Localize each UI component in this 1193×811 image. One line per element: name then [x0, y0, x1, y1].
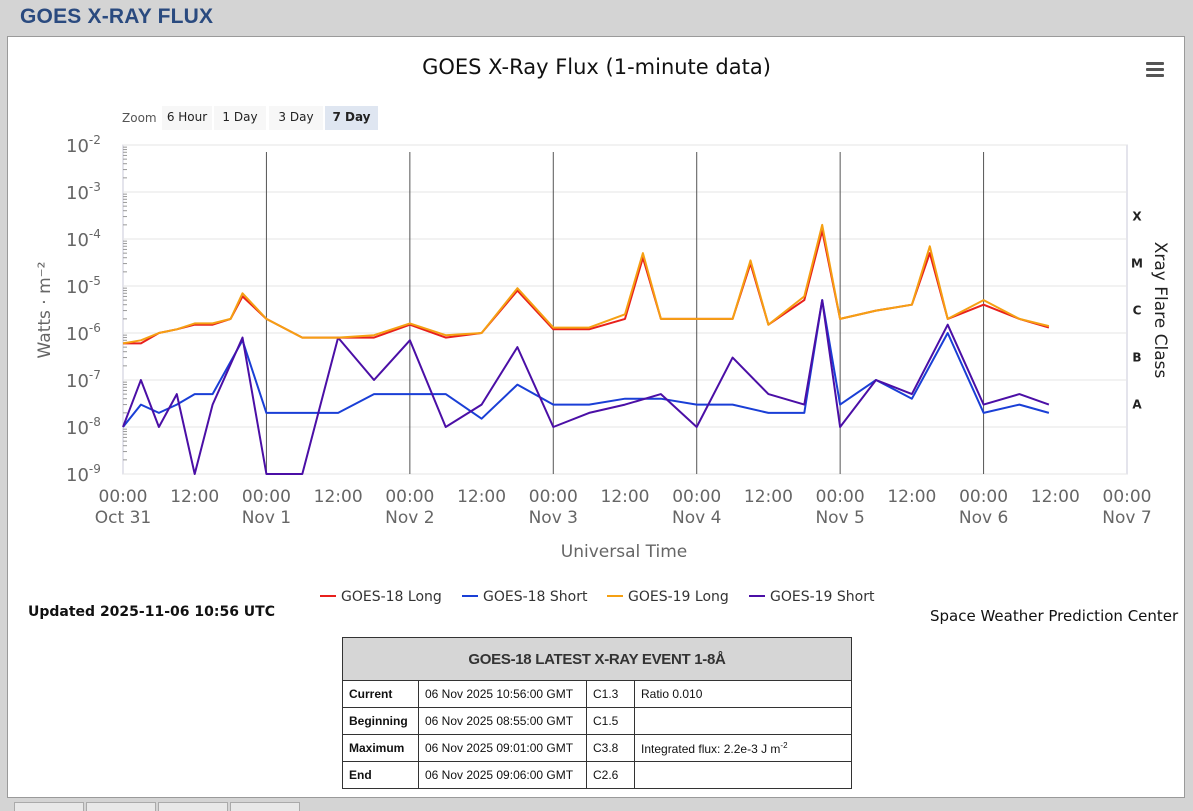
- chart-title: GOES X-Ray Flux (1-minute data): [422, 55, 771, 79]
- header-bar: GOES X-RAY FLUX: [0, 0, 1193, 36]
- x-tick-time: 12:00: [887, 487, 936, 507]
- x-tick-time: 12:00: [170, 487, 219, 507]
- x-tick-time: 12:00: [744, 487, 793, 507]
- row-note: [634, 707, 852, 735]
- x-tick-date: Nov 5: [815, 508, 864, 528]
- plot-border: [122, 144, 1128, 475]
- chart-grid: [122, 144, 1128, 475]
- table-row: End 06 Nov 2025 09:06:00 GMT C2.6: [342, 761, 852, 789]
- table-row: Maximum 06 Nov 2025 09:01:00 GMT C3.8 In…: [342, 734, 852, 762]
- zoom-6-hour-button[interactable]: 6 Hour: [162, 106, 212, 130]
- y-tick-label: 10-2: [66, 133, 101, 157]
- chart-axes: 10-210-310-410-510-610-710-810-900:00Oct…: [35, 133, 1170, 562]
- y-tick-label: 10-8: [66, 415, 101, 439]
- zoom-3-day-button[interactable]: 3 Day: [269, 106, 323, 130]
- x-tick-date: Nov 4: [672, 508, 721, 528]
- flare-class-label: X: [1132, 210, 1142, 224]
- row-note: Integrated flux: 2.2e-3 J m-2: [634, 734, 852, 762]
- row-time: 06 Nov 2025 10:56:00 GMT: [418, 680, 587, 708]
- row-class: C1.5: [586, 707, 635, 735]
- x-tick-date: Nov 2: [385, 508, 434, 528]
- x-tick-time: 12:00: [314, 487, 363, 507]
- flare-class-label: B: [1132, 351, 1141, 365]
- series-line-goes-19-long: [122, 223, 1050, 345]
- page-title: GOES X-RAY FLUX: [20, 5, 214, 28]
- y-tick-label: 10-7: [66, 368, 101, 392]
- row-note: [634, 761, 852, 789]
- x-tick-time: 12:00: [457, 487, 506, 507]
- latest-xray-event-table: GOES-18 LATEST X-RAY EVENT 1-8Å Current …: [342, 637, 852, 789]
- legend-label: GOES-18 Long: [341, 589, 442, 605]
- flare-class-label: M: [1131, 257, 1143, 271]
- x-tick-date: Oct 31: [95, 508, 151, 528]
- bottom-tab[interactable]: [230, 802, 300, 811]
- flare-class-label: C: [1133, 304, 1142, 318]
- row-label: Beginning: [342, 707, 419, 735]
- y-tick-label: 10-5: [66, 274, 101, 298]
- x-tick-time: 12:00: [1031, 487, 1080, 507]
- x-tick-date: Nov 3: [529, 508, 578, 528]
- event-table-title: GOES-18 LATEST X-RAY EVENT 1-8Å: [342, 637, 852, 681]
- y-tick-label: 10-6: [66, 321, 101, 345]
- zoom-1-day-button[interactable]: 1 Day: [214, 106, 266, 130]
- legend-label: GOES-19 Long: [628, 589, 729, 605]
- legend-label: GOES-19 Short: [770, 589, 875, 605]
- bottom-tab[interactable]: [14, 802, 84, 811]
- bottom-tab[interactable]: [86, 802, 156, 811]
- zoom-label: Zoom: [122, 111, 157, 125]
- row-label: End: [342, 761, 419, 789]
- credit-text: Space Weather Prediction Center: [930, 607, 1179, 625]
- x-tick-time: 12:00: [601, 487, 650, 507]
- row-label: Current: [342, 680, 419, 708]
- y-tick-label: 10-4: [66, 227, 101, 251]
- flare-class-label: A: [1132, 398, 1142, 412]
- series-line-goes-18-long: [123, 229, 1050, 345]
- integrated-flux-exponent: -2: [780, 740, 788, 750]
- x-tick-time: 00:00: [385, 487, 434, 507]
- chart-series: [122, 223, 1050, 475]
- y-tick-label: 10-9: [66, 462, 101, 486]
- legend-label: GOES-18 Short: [483, 589, 588, 605]
- row-note: Ratio 0.010: [634, 680, 852, 708]
- y-tick-label: 10-3: [66, 180, 101, 204]
- zoom-7-day-button[interactable]: 7 Day: [325, 106, 378, 130]
- x-tick-date: Nov 7: [1102, 508, 1151, 528]
- row-class: C2.6: [586, 761, 635, 789]
- x-tick-time: 00:00: [242, 487, 291, 507]
- x-tick-date: Nov 6: [959, 508, 1008, 528]
- x-tick-time: 00:00: [529, 487, 578, 507]
- row-time: 06 Nov 2025 09:06:00 GMT: [418, 761, 587, 789]
- x-tick-time: 00:00: [672, 487, 721, 507]
- x-tick-time: 00:00: [959, 487, 1008, 507]
- x-tick-time: 00:00: [816, 487, 865, 507]
- row-class: C1.3: [586, 680, 635, 708]
- x-tick-date: Nov 1: [242, 508, 291, 528]
- bottom-tab-strip: [12, 802, 1182, 811]
- bottom-tab[interactable]: [158, 802, 228, 811]
- table-row: Current 06 Nov 2025 10:56:00 GMT C1.3 Ra…: [342, 680, 852, 708]
- row-time: 06 Nov 2025 08:55:00 GMT: [418, 707, 587, 735]
- x-axis-title: Universal Time: [561, 542, 687, 562]
- y-axis-title: Watts · m⁻²: [35, 262, 55, 359]
- right-axis-title: Xray Flare Class: [1150, 242, 1170, 379]
- integrated-flux-text: Integrated flux: 2.2e-3 J m: [641, 741, 781, 756]
- x-tick-time: 00:00: [99, 487, 148, 507]
- updated-timestamp: Updated 2025-11-06 10:56 UTC: [28, 604, 275, 620]
- row-label: Maximum: [342, 734, 419, 762]
- table-row: Beginning 06 Nov 2025 08:55:00 GMT C1.5: [342, 707, 852, 735]
- row-time: 06 Nov 2025 09:01:00 GMT: [418, 734, 587, 762]
- series-line-goes-19-short: [122, 299, 1050, 475]
- row-class: C3.8: [586, 734, 635, 762]
- hamburger-menu-icon[interactable]: [1144, 60, 1166, 80]
- chart-legend: GOES-18 Long GOES-18 Short GOES-19 Long GOE…: [320, 589, 875, 605]
- x-tick-time: 00:00: [1103, 487, 1152, 507]
- series-line-goes-18-short: [122, 299, 1050, 428]
